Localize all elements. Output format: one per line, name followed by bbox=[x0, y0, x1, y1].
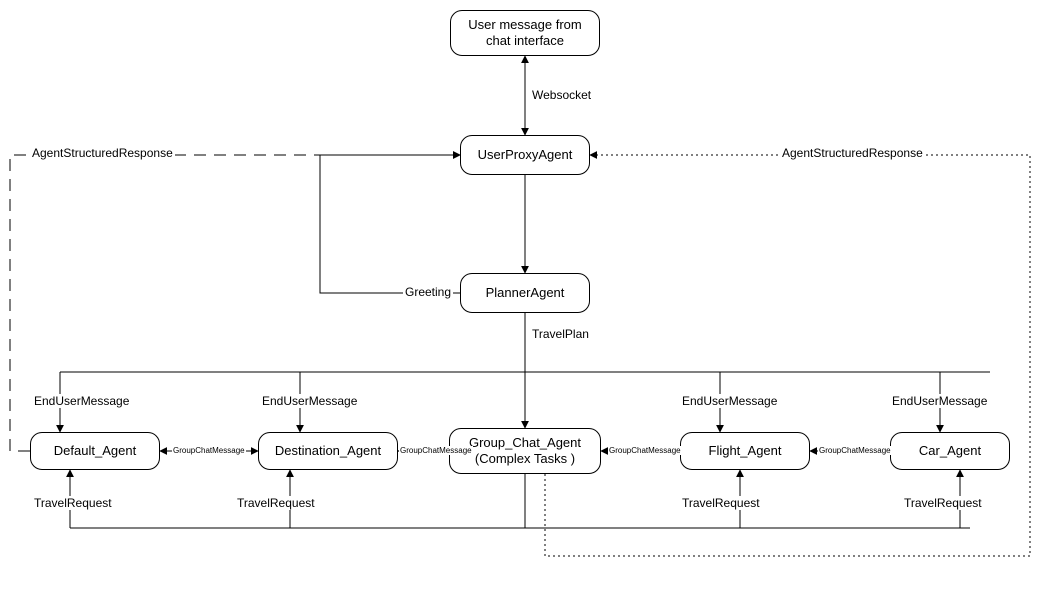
label-endusermsg-1: EndUserMessage bbox=[32, 394, 131, 408]
node-label: Destination_Agent bbox=[275, 443, 381, 459]
label-greeting: Greeting bbox=[403, 285, 453, 299]
label-endusermsg-3: EndUserMessage bbox=[680, 394, 779, 408]
node-label: Default_Agent bbox=[54, 443, 136, 459]
label-gcm-3: GroupChatMessage bbox=[608, 446, 682, 455]
node-destination-agent: Destination_Agent bbox=[258, 432, 398, 470]
edge-greeting bbox=[320, 155, 460, 293]
label-travelreq-4: TravelRequest bbox=[902, 496, 984, 510]
node-planner-agent: PlannerAgent bbox=[460, 273, 590, 313]
node-default-agent: Default_Agent bbox=[30, 432, 160, 470]
node-label: Car_Agent bbox=[919, 443, 981, 459]
label-agent-structured-right: AgentStructuredResponse bbox=[780, 146, 925, 160]
label-gcm-1: GroupChatMessage bbox=[172, 446, 246, 455]
diagram-canvas: User message from chat interface UserPro… bbox=[0, 0, 1042, 590]
label-gcm-4: GroupChatMessage bbox=[818, 446, 892, 455]
node-label: Flight_Agent bbox=[709, 443, 782, 459]
label-travelreq-3: TravelRequest bbox=[680, 496, 762, 510]
node-user-message: User message from chat interface bbox=[450, 10, 600, 56]
node-flight-agent: Flight_Agent bbox=[680, 432, 810, 470]
label-travelreq-2: TravelRequest bbox=[235, 496, 317, 510]
label-websocket: Websocket bbox=[530, 88, 593, 102]
label-travelplan: TravelPlan bbox=[530, 327, 591, 341]
bus-top-left bbox=[60, 313, 525, 372]
node-label: Group_Chat_Agent (Complex Tasks ) bbox=[456, 435, 594, 468]
label-gcm-2: GroupChatMessage bbox=[399, 446, 473, 455]
node-label: PlannerAgent bbox=[486, 285, 565, 301]
label-travelreq-1: TravelRequest bbox=[32, 496, 114, 510]
node-car-agent: Car_Agent bbox=[890, 432, 1010, 470]
label-agent-structured-left: AgentStructuredResponse bbox=[30, 146, 175, 160]
label-endusermsg-4: EndUserMessage bbox=[890, 394, 989, 408]
node-label: User message from chat interface bbox=[457, 17, 593, 50]
label-endusermsg-2: EndUserMessage bbox=[260, 394, 359, 408]
node-label: UserProxyAgent bbox=[478, 147, 573, 163]
node-user-proxy-agent: UserProxyAgent bbox=[460, 135, 590, 175]
